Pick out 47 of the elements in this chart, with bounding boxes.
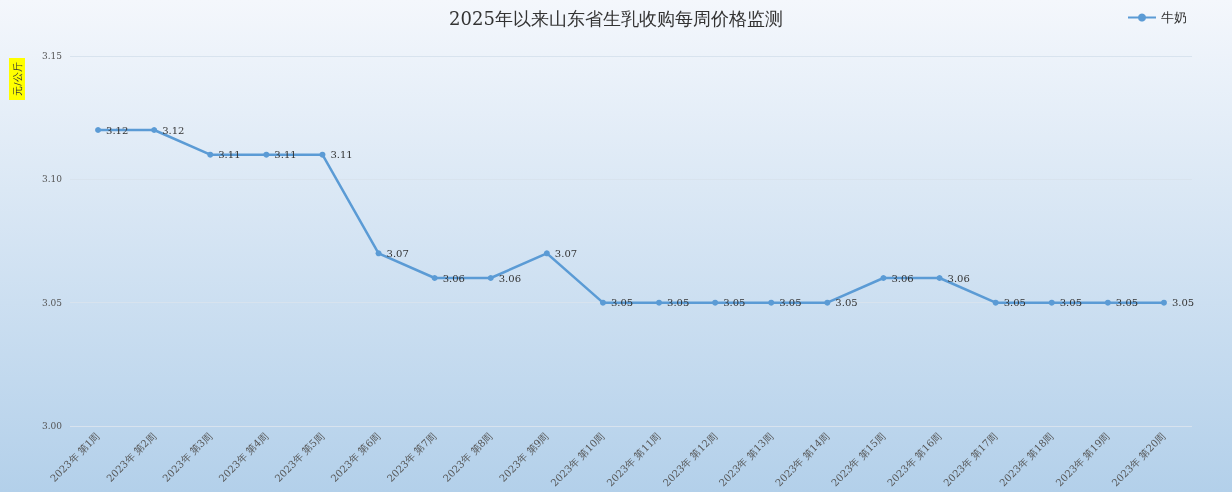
data-label: 3.05 (610, 297, 634, 309)
data-label: 3.06 (947, 272, 970, 284)
data-label: 3.12 (162, 124, 185, 136)
point (543, 250, 550, 257)
point (319, 151, 326, 158)
data-label: 3.12 (106, 124, 129, 136)
point (487, 275, 494, 281)
data-label: 3.05 (667, 297, 690, 309)
data-label: 3.05 (723, 297, 746, 309)
point (263, 151, 270, 158)
point (1104, 299, 1111, 306)
point (824, 299, 831, 306)
chart-title: 2025年以来山东省生乳收购每周价格监测 (449, 7, 783, 29)
y-tick-label: 3.10 (41, 174, 63, 185)
data-label: 3.06 (891, 272, 914, 284)
y-tick-label: 3.00 (41, 421, 63, 431)
point (151, 127, 158, 133)
data-label: 3.06 (442, 272, 465, 284)
data-label: 3.07 (554, 247, 578, 259)
point (936, 275, 943, 281)
y-axis-title: 元/公斤 (11, 62, 23, 96)
point (599, 299, 606, 306)
data-label: 3.06 (498, 272, 522, 284)
data-label: 3.05 (1059, 297, 1083, 309)
data-label: 3.05 (1115, 297, 1139, 309)
point (656, 299, 663, 306)
data-label: 3.11 (274, 149, 297, 161)
data-label: 3.05 (779, 297, 802, 309)
data-label: 3.05 (1171, 297, 1195, 309)
point (992, 299, 999, 306)
data-label: 3.05 (1003, 297, 1026, 309)
point (431, 275, 438, 281)
y-tick-label: 3.05 (41, 297, 63, 308)
point (375, 250, 382, 257)
y-tick-label: 3.15 (41, 51, 63, 61)
point (95, 127, 102, 133)
point (1048, 299, 1055, 306)
point (768, 299, 775, 306)
data-label: 3.11 (218, 149, 241, 161)
data-label: 3.07 (386, 247, 409, 259)
point (880, 275, 887, 281)
point (207, 151, 214, 158)
point (1160, 299, 1167, 306)
point (712, 299, 719, 306)
data-label: 3.11 (330, 149, 353, 161)
data-label: 3.05 (835, 297, 858, 309)
legend-label: 牛奶 (1161, 10, 1187, 25)
